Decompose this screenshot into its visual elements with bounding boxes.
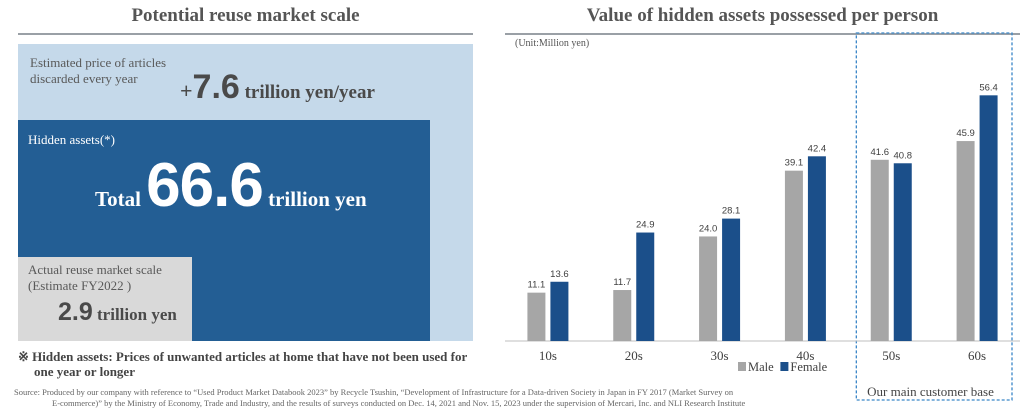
- value-label-female-30s: 28.1: [722, 206, 741, 217]
- bar-male-10s: [527, 292, 546, 341]
- value-label-male-40s: 39.1: [785, 158, 804, 169]
- bar-male-20s: [613, 290, 632, 341]
- legend-swatch-male: [738, 362, 746, 371]
- footnote-line1: ※ Hidden assets: Prices of unwanted arti…: [18, 349, 468, 364]
- value-label-male-60s: 45.9: [956, 128, 975, 139]
- discarded-unit: trillion yen/year: [239, 82, 375, 103]
- reuse-label-line1: Actual reuse market scale: [28, 262, 162, 277]
- right-panel-title: Value of hidden assets possessed per per…: [586, 5, 939, 26]
- discarded-label-line1: Estimated price of articles: [30, 55, 167, 70]
- reuse-number: 2.9: [58, 298, 93, 326]
- legend-label-male: Male: [748, 360, 774, 374]
- highlight-box: [855, 32, 1013, 401]
- bar-female-40s: [807, 156, 826, 341]
- legend-swatch-female: [780, 362, 789, 371]
- bar-female-30s: [722, 218, 741, 341]
- x-tick-50s: 50s: [882, 348, 900, 363]
- source-note: Source: Produced by our company with ref…: [14, 387, 745, 409]
- hidden-prefix: Total: [95, 187, 147, 211]
- hidden-unit: trillion yen: [262, 187, 367, 211]
- bar-male-30s: [699, 236, 718, 341]
- bar-male-50s: [870, 159, 889, 341]
- hidden-number: 66.6: [146, 151, 264, 220]
- discarded-label-line2: discarded every year: [30, 71, 138, 86]
- highlight-label: Our main customer base: [867, 384, 994, 399]
- bar-female-60s: [979, 95, 998, 342]
- value-label-female-50s: 40.8: [894, 150, 913, 161]
- discarded-sign: +: [180, 78, 193, 103]
- reuse-unit: trillion yen: [92, 305, 177, 324]
- discarded-label: Estimated price of articles discarded ev…: [30, 55, 166, 87]
- value-label-female-20s: 24.9: [636, 220, 655, 231]
- left-panel-title: Potential reuse market scale: [131, 5, 360, 26]
- right-title-rule: [505, 33, 1020, 35]
- discarded-value: +7.6 trillion yen/year: [180, 68, 375, 107]
- legend-label-female: Female: [790, 360, 827, 374]
- bar-female-10s: [550, 281, 569, 341]
- bar-male-40s: [784, 170, 803, 341]
- footnote-line2: one year or longer: [34, 364, 135, 379]
- value-label-female-40s: 42.4: [808, 143, 827, 154]
- x-tick-10s: 10s: [539, 348, 557, 363]
- reuse-value: 2.9 trillion yen: [58, 298, 177, 327]
- value-label-male-10s: 11.1: [528, 280, 546, 291]
- value-label-female-10s: 13.6: [550, 269, 569, 280]
- reuse-market-box: [18, 257, 192, 341]
- x-tick-60s: 60s: [968, 348, 986, 363]
- reuse-label: Actual reuse market scale (Estimate FY20…: [28, 262, 162, 294]
- x-tick-20s: 20s: [625, 348, 643, 363]
- reuse-label-line2: (Estimate FY2022 ): [28, 278, 132, 293]
- bar-female-20s: [636, 232, 655, 341]
- value-label-male-30s: 24.0: [699, 223, 718, 234]
- source-line2: E-commerce)” by the Ministry of Economy,…: [52, 398, 746, 408]
- value-label-male-20s: 11.7: [613, 277, 631, 288]
- hidden-assets-label: Hidden assets(*): [28, 132, 116, 147]
- discarded-number: 7.6: [192, 68, 240, 106]
- hidden-assets-value: Total 66.6 trillion yen: [95, 150, 367, 221]
- bar-female-50s: [893, 163, 912, 341]
- value-label-male-50s: 41.6: [871, 147, 890, 158]
- value-label-female-60s: 56.4: [979, 82, 998, 93]
- left-title-rule: [18, 33, 473, 35]
- x-tick-40s: 40s: [796, 348, 814, 363]
- source-line1: Source: Produced by our company with ref…: [14, 387, 734, 397]
- bar-male-60s: [956, 141, 975, 341]
- unit-note: (Unit:Million yen): [515, 38, 590, 49]
- x-tick-30s: 30s: [711, 348, 729, 363]
- hidden-assets-footnote: ※ Hidden assets: Prices of unwanted arti…: [18, 349, 467, 379]
